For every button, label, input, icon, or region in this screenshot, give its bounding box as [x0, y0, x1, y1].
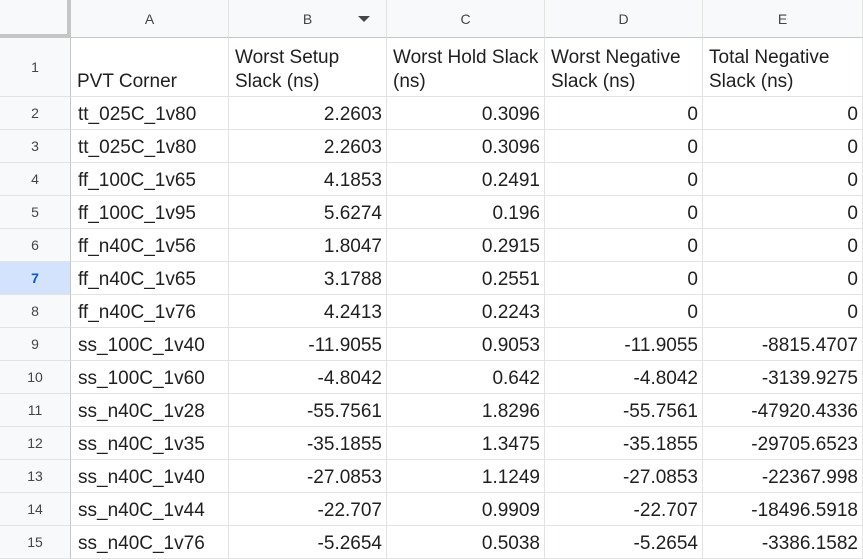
column-header-b[interactable]: B — [229, 0, 387, 38]
row-header-15[interactable]: 15 — [0, 526, 71, 559]
cell-e6[interactable]: 0 — [703, 229, 863, 262]
cell-c10[interactable]: 0.642 — [387, 361, 545, 394]
cell-c2[interactable]: 0.3096 — [387, 97, 545, 130]
cell-e7[interactable]: 0 — [703, 262, 863, 295]
cell-c6[interactable]: 0.2915 — [387, 229, 545, 262]
cell-b4[interactable]: 4.1853 — [229, 163, 387, 196]
column-header-a[interactable]: A — [71, 0, 229, 38]
cell-a6[interactable]: ff_n40C_1v56 — [71, 229, 229, 262]
cell-d8[interactable]: 0 — [545, 295, 703, 328]
cell-e2[interactable]: 0 — [703, 97, 863, 130]
cell-c14[interactable]: 0.9909 — [387, 493, 545, 526]
cell-d3[interactable]: 0 — [545, 130, 703, 163]
cell-e10[interactable]: -3139.9275 — [703, 361, 863, 394]
cell-b13[interactable]: -27.0853 — [229, 460, 387, 493]
cell-b14[interactable]: -22.707 — [229, 493, 387, 526]
cell-e12[interactable]: -29705.6523 — [703, 427, 863, 460]
cell-b15[interactable]: -5.2654 — [229, 526, 387, 559]
filter-dropdown-icon[interactable] — [358, 16, 370, 22]
cell-c15[interactable]: 0.5038 — [387, 526, 545, 559]
cell-e11[interactable]: -47920.4336 — [703, 394, 863, 427]
cell-e14[interactable]: -18496.5918 — [703, 493, 863, 526]
cell-a15[interactable]: ss_n40C_1v76 — [71, 526, 229, 559]
cell-a2[interactable]: tt_025C_1v80 — [71, 97, 229, 130]
cell-a9[interactable]: ss_100C_1v40 — [71, 328, 229, 361]
row-header-2[interactable]: 2 — [0, 97, 71, 130]
cell-d13[interactable]: -27.0853 — [545, 460, 703, 493]
cell-b6[interactable]: 1.8047 — [229, 229, 387, 262]
cell-b12[interactable]: -35.1855 — [229, 427, 387, 460]
cell-e13[interactable]: -22367.998 — [703, 460, 863, 493]
row-header-1[interactable]: 1 — [0, 38, 71, 97]
cell-a5[interactable]: ff_100C_1v95 — [71, 196, 229, 229]
column-header-e[interactable]: E — [703, 0, 863, 38]
cell-b5[interactable]: 5.6274 — [229, 196, 387, 229]
cell-c7[interactable]: 0.2551 — [387, 262, 545, 295]
cell-c1[interactable]: Worst Hold Slack (ns) — [387, 38, 545, 97]
cell-a13[interactable]: ss_n40C_1v40 — [71, 460, 229, 493]
cell-a7[interactable]: ff_n40C_1v65 — [71, 262, 229, 295]
cell-a12[interactable]: ss_n40C_1v35 — [71, 427, 229, 460]
cell-d15[interactable]: -5.2654 — [545, 526, 703, 559]
cell-e9[interactable]: -8815.4707 — [703, 328, 863, 361]
row-header-3[interactable]: 3 — [0, 130, 71, 163]
cell-c3[interactable]: 0.3096 — [387, 130, 545, 163]
cell-d11[interactable]: -55.7561 — [545, 394, 703, 427]
cell-e4[interactable]: 0 — [703, 163, 863, 196]
cell-d9[interactable]: -11.9055 — [545, 328, 703, 361]
cell-c4[interactable]: 0.2491 — [387, 163, 545, 196]
cell-a14[interactable]: ss_n40C_1v44 — [71, 493, 229, 526]
cell-b2[interactable]: 2.2603 — [229, 97, 387, 130]
row-header-7[interactable]: 7 — [0, 262, 71, 295]
cell-d7[interactable]: 0 — [545, 262, 703, 295]
cell-d1[interactable]: Worst Negative Slack (ns) — [545, 38, 703, 97]
cell-a11[interactable]: ss_n40C_1v28 — [71, 394, 229, 427]
cell-d2[interactable]: 0 — [545, 97, 703, 130]
cell-d5[interactable]: 0 — [545, 196, 703, 229]
cell-b9[interactable]: -11.9055 — [229, 328, 387, 361]
cell-d12[interactable]: -35.1855 — [545, 427, 703, 460]
cell-c9[interactable]: 0.9053 — [387, 328, 545, 361]
cell-e3[interactable]: 0 — [703, 130, 863, 163]
cell-b1[interactable]: Worst Setup Slack (ns) — [229, 38, 387, 97]
cell-e8[interactable]: 0 — [703, 295, 863, 328]
cell-c12[interactable]: 1.3475 — [387, 427, 545, 460]
cell-b10[interactable]: -4.8042 — [229, 361, 387, 394]
cell-d6[interactable]: 0 — [545, 229, 703, 262]
cell-a1[interactable]: PVT Corner — [71, 38, 229, 97]
cell-e15[interactable]: -3386.1582 — [703, 526, 863, 559]
row-header-9[interactable]: 9 — [0, 328, 71, 361]
row-header-14[interactable]: 14 — [0, 493, 71, 526]
row-header-11[interactable]: 11 — [0, 394, 71, 427]
column-header-b-label: B — [302, 10, 313, 27]
cell-c11[interactable]: 1.8296 — [387, 394, 545, 427]
row-header-13[interactable]: 13 — [0, 460, 71, 493]
cell-d14[interactable]: -22.707 — [545, 493, 703, 526]
cell-d4[interactable]: 0 — [545, 163, 703, 196]
cell-d10[interactable]: -4.8042 — [545, 361, 703, 394]
cell-c13[interactable]: 1.1249 — [387, 460, 545, 493]
cell-b3[interactable]: 2.2603 — [229, 130, 387, 163]
select-all-corner[interactable] — [0, 0, 71, 38]
cell-a4[interactable]: ff_100C_1v65 — [71, 163, 229, 196]
cell-a3[interactable]: tt_025C_1v80 — [71, 130, 229, 163]
cell-a10[interactable]: ss_100C_1v60 — [71, 361, 229, 394]
row-header-10[interactable]: 10 — [0, 361, 71, 394]
cell-c8[interactable]: 0.2243 — [387, 295, 545, 328]
cell-e1[interactable]: Total Negative Slack (ns) — [703, 38, 863, 97]
row-header-8[interactable]: 8 — [0, 295, 71, 328]
cell-b7[interactable]: 3.1788 — [229, 262, 387, 295]
cell-c5[interactable]: 0.196 — [387, 196, 545, 229]
row-header-12[interactable]: 12 — [0, 427, 71, 460]
row-header-4[interactable]: 4 — [0, 163, 71, 196]
column-header-d[interactable]: D — [545, 0, 703, 38]
row-header-6[interactable]: 6 — [0, 229, 71, 262]
cell-b8[interactable]: 4.2413 — [229, 295, 387, 328]
row-header-5[interactable]: 5 — [0, 196, 71, 229]
cell-e5[interactable]: 0 — [703, 196, 863, 229]
cell-a8[interactable]: ff_n40C_1v76 — [71, 295, 229, 328]
column-header-c[interactable]: C — [387, 0, 545, 38]
cell-b11[interactable]: -55.7561 — [229, 394, 387, 427]
